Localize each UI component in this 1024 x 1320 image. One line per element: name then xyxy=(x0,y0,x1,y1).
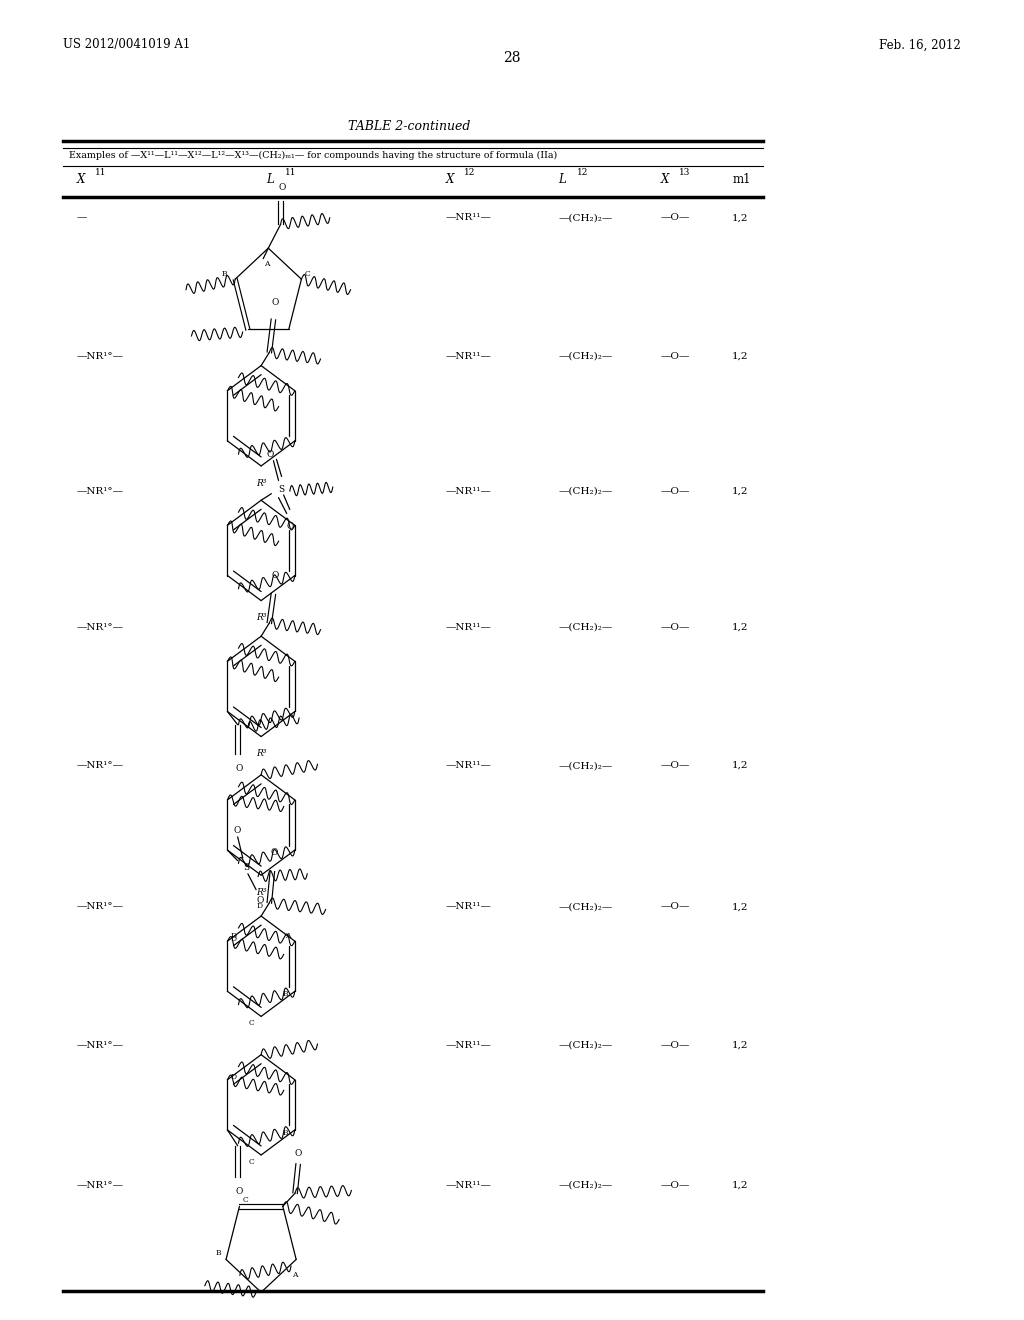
Text: —(CH₂)₂—: —(CH₂)₂— xyxy=(558,1041,612,1049)
Text: —NR¹°—: —NR¹°— xyxy=(77,352,124,360)
Text: 11: 11 xyxy=(95,169,106,177)
Text: —O—: —O— xyxy=(660,487,690,495)
Text: 1,2: 1,2 xyxy=(732,487,749,495)
Text: D: D xyxy=(230,932,237,940)
Text: —O—: —O— xyxy=(660,762,690,770)
Text: A: A xyxy=(264,260,269,268)
Text: C: C xyxy=(304,269,310,279)
Text: 12: 12 xyxy=(577,169,588,177)
Text: B: B xyxy=(216,1249,221,1257)
Text: —O—: —O— xyxy=(660,903,690,911)
Text: C: C xyxy=(249,1019,255,1027)
Text: 1,2: 1,2 xyxy=(732,903,749,911)
Text: 13: 13 xyxy=(679,169,690,177)
Text: m1: m1 xyxy=(732,173,751,186)
Text: —O—: —O— xyxy=(660,1041,690,1049)
Text: O: O xyxy=(294,1148,301,1158)
Text: —NR¹¹—: —NR¹¹— xyxy=(445,1181,492,1189)
Text: O: O xyxy=(236,764,243,772)
Text: A: A xyxy=(285,932,290,940)
Text: TABLE 2-continued: TABLE 2-continued xyxy=(348,120,471,133)
Text: B: B xyxy=(283,990,288,998)
Text: C: C xyxy=(249,1158,255,1166)
Text: O: O xyxy=(271,572,279,579)
Text: 1,2: 1,2 xyxy=(732,1181,749,1189)
Text: 1,2: 1,2 xyxy=(732,1041,749,1049)
Text: O: O xyxy=(233,826,241,834)
Text: —(CH₂)₂—: —(CH₂)₂— xyxy=(558,903,612,911)
Text: —NR¹¹—: —NR¹¹— xyxy=(445,762,492,770)
Text: R³: R³ xyxy=(256,888,266,896)
Text: O: O xyxy=(256,896,263,904)
Text: Examples of —X¹¹—L¹¹—X¹²—L¹²—X¹³—(CH₂)ₘ₁— for compounds having the structure of : Examples of —X¹¹—L¹¹—X¹²—L¹²—X¹³—(CH₂)ₘ₁… xyxy=(69,152,557,160)
Text: A: A xyxy=(292,1271,298,1279)
Text: R³: R³ xyxy=(256,750,266,758)
Text: O: O xyxy=(266,450,273,458)
Text: O: O xyxy=(271,298,279,306)
Text: O: O xyxy=(236,1188,243,1196)
Text: —NR¹¹—: —NR¹¹— xyxy=(445,903,492,911)
Text: O: O xyxy=(279,183,286,191)
Text: —NR¹¹—: —NR¹¹— xyxy=(445,623,492,631)
Text: —NR¹°—: —NR¹°— xyxy=(77,1041,124,1049)
Text: 28: 28 xyxy=(503,51,521,65)
Text: —(CH₂)₂—: —(CH₂)₂— xyxy=(558,487,612,495)
Text: Feb. 16, 2012: Feb. 16, 2012 xyxy=(879,38,961,51)
Text: O: O xyxy=(287,523,294,531)
Text: C: C xyxy=(243,1196,248,1204)
Text: X: X xyxy=(445,173,454,186)
Text: 1,2: 1,2 xyxy=(732,352,749,360)
Text: —NR¹¹—: —NR¹¹— xyxy=(445,1041,492,1049)
Text: L: L xyxy=(266,173,274,186)
Text: —O—: —O— xyxy=(660,1181,690,1189)
Text: —NR¹¹—: —NR¹¹— xyxy=(445,352,492,360)
Text: S: S xyxy=(279,486,285,494)
Text: R³: R³ xyxy=(256,614,266,622)
Text: X: X xyxy=(660,173,669,186)
Text: —(CH₂)₂—: —(CH₂)₂— xyxy=(558,214,612,222)
Text: —(CH₂)₂—: —(CH₂)₂— xyxy=(558,352,612,360)
Text: L: L xyxy=(558,173,566,186)
Text: B: B xyxy=(283,1129,288,1137)
Text: —NR¹°—: —NR¹°— xyxy=(77,623,124,631)
Text: US 2012/0041019 A1: US 2012/0041019 A1 xyxy=(63,38,190,51)
Text: —(CH₂)₂—: —(CH₂)₂— xyxy=(558,1181,612,1189)
Text: —(CH₂)₂—: —(CH₂)₂— xyxy=(558,762,612,770)
Text: 12: 12 xyxy=(464,169,475,177)
Text: —NR¹¹—: —NR¹¹— xyxy=(445,487,492,495)
Text: —O—: —O— xyxy=(660,352,690,360)
Text: S: S xyxy=(243,863,249,871)
Text: —NR¹°—: —NR¹°— xyxy=(77,1181,124,1189)
Text: 11: 11 xyxy=(285,169,296,177)
Text: —: — xyxy=(77,214,87,222)
Text: —O—: —O— xyxy=(660,214,690,222)
Text: —NR¹°—: —NR¹°— xyxy=(77,487,124,495)
Text: R³: R³ xyxy=(256,479,266,487)
Text: —O—: —O— xyxy=(660,623,690,631)
Text: X: X xyxy=(77,173,85,186)
Text: O: O xyxy=(270,849,278,857)
Text: D: D xyxy=(230,935,237,942)
Text: 1,2: 1,2 xyxy=(732,623,749,631)
Text: —NR¹¹—: —NR¹¹— xyxy=(445,214,492,222)
Text: —NR¹°—: —NR¹°— xyxy=(77,903,124,911)
Text: —NR¹°—: —NR¹°— xyxy=(77,762,124,770)
Text: —(CH₂)₂—: —(CH₂)₂— xyxy=(558,623,612,631)
Text: 1,2: 1,2 xyxy=(732,762,749,770)
Text: D: D xyxy=(257,902,263,909)
Text: B: B xyxy=(222,269,227,279)
Text: 1,2: 1,2 xyxy=(732,214,749,222)
Text: D: D xyxy=(230,1073,237,1081)
